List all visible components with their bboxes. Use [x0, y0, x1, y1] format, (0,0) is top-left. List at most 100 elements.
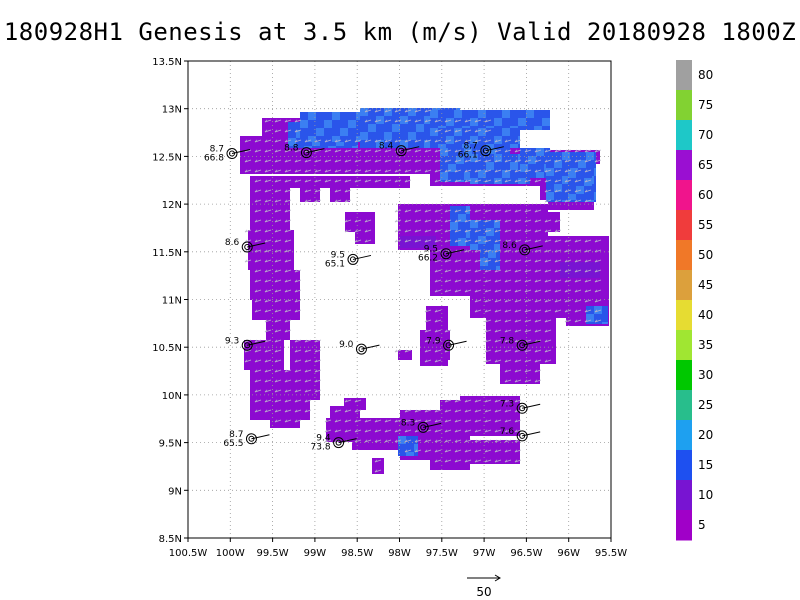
station-label: 9.0: [339, 340, 354, 350]
station-marker: 8.765.5: [223, 430, 270, 449]
lat-tick-label: 8.5N: [159, 534, 182, 545]
colorbar-segment: [676, 150, 692, 181]
lon-tick-label: 98W: [388, 548, 411, 559]
station-label: 8.6: [225, 238, 240, 248]
station-label: 8.6: [502, 241, 517, 251]
colorbar-label: 55: [698, 218, 713, 232]
vector-scale-label: 50: [476, 585, 491, 599]
station-label: 65.1: [325, 259, 345, 269]
latitude-ticks: 8.5N 9N 9.5N 10N 10.5N 11N 11.5N 12N 12.5N 13N 13.…: [152, 57, 188, 545]
station-label: 9.5: [424, 245, 438, 255]
colorbar-segment: [676, 450, 692, 481]
colorbar-segment: [676, 330, 692, 361]
station-marker: 9.0: [339, 340, 380, 355]
lat-tick-label: 11.5N: [152, 248, 182, 259]
lat-tick-label: 9.5N: [159, 439, 182, 450]
station-label: 9.5: [331, 250, 345, 260]
lat-tick-label: 12N: [162, 200, 182, 211]
station-label: 66.8: [204, 154, 224, 164]
colorbar-label: 50: [698, 248, 713, 262]
lon-tick-label: 96W: [557, 548, 580, 559]
colorbar-segment: [676, 180, 692, 211]
colorbar-label: 35: [698, 338, 713, 352]
station-marker: 8.766.8: [204, 145, 251, 164]
lon-tick-label: 96.5W: [510, 548, 542, 559]
colorbar-label: 5: [698, 518, 706, 532]
chart-title: 180928H1 Genesis at 3.5 km (m/s) Valid 2…: [3, 18, 797, 46]
station-marker: 8.6: [225, 238, 266, 253]
colorbar-segment: [676, 390, 692, 421]
vector-scale: 50: [467, 574, 501, 599]
station-label: 73.8: [311, 443, 331, 453]
lon-tick-label: 95.5W: [595, 548, 627, 559]
station-label: 8.7: [229, 430, 243, 440]
colorbar-label: 30: [698, 368, 713, 382]
colorbar-label: 80: [698, 68, 713, 82]
station-marker: 9.565.1: [325, 250, 372, 269]
station-marker: 7.9: [426, 336, 467, 351]
station-label: 9.4: [316, 434, 331, 444]
lat-tick-label: 13.5N: [152, 57, 182, 68]
station-marker: 7.6: [500, 427, 541, 442]
station-label: 65.5: [223, 439, 243, 449]
station-label: 8.4: [379, 142, 394, 152]
colorbar-label: 65: [698, 158, 713, 172]
station-label: 9.3: [225, 336, 239, 346]
station-marker: 8.3: [401, 418, 442, 433]
colorbar-label: 15: [698, 458, 713, 472]
station-label: 7.9: [426, 336, 441, 346]
lon-tick-label: 100.5W: [169, 548, 208, 559]
lat-tick-label: 12.5N: [152, 152, 182, 163]
station-marker: 9.566.2: [418, 245, 465, 264]
station-label: 7.8: [500, 336, 515, 346]
station-marker: 9.473.8: [311, 434, 357, 453]
colorbar-label: 40: [698, 308, 713, 322]
station-label: 8.7: [210, 145, 224, 155]
colorbar-segment: [676, 510, 692, 541]
lat-lon-grid: [188, 61, 611, 538]
colorbar-label: 75: [698, 98, 713, 112]
wind-speed-shading: [240, 108, 609, 474]
colorbar-segment: [676, 420, 692, 451]
station-marker: 8.6: [502, 241, 543, 256]
station-label: 8.8: [284, 144, 299, 154]
lat-tick-label: 10.5N: [152, 343, 182, 354]
colorbar-segment: [676, 300, 692, 331]
lat-tick-label: 10N: [162, 391, 182, 402]
colorbar-label: 70: [698, 128, 713, 142]
colorbar-segment: [676, 240, 692, 271]
station-marker: 7.3: [500, 399, 541, 414]
lon-tick-label: 99.5W: [257, 548, 289, 559]
lon-tick-label: 97W: [473, 548, 496, 559]
colorbar-segment: [676, 60, 692, 91]
lat-tick-label: 11N: [162, 296, 182, 307]
station-marker: 8.766.1: [458, 142, 504, 161]
lon-tick-label: 98.5W: [341, 548, 373, 559]
station-label: 8.3: [401, 418, 415, 428]
longitude-ticks: 100.5W 100W 99.5W 99W 98.5W 98W 97.5W 97W 96.5W 9…: [169, 538, 627, 559]
station-label: 66.1: [458, 151, 478, 161]
colorbar-segment: [676, 360, 692, 391]
lat-tick-label: 13N: [162, 105, 182, 116]
station-marker: 8.4: [379, 142, 420, 157]
lon-tick-label: 100W: [216, 548, 245, 559]
observation-stations: 8.766.88.8 8.4 8.766.18.69.565.19.566.28.6…: [204, 142, 543, 453]
station-marker: 8.8: [284, 144, 325, 159]
station-marker: 7.8: [500, 336, 541, 351]
lon-tick-label: 99W: [304, 548, 327, 559]
colorbar-label: 20: [698, 428, 713, 442]
colorbar-label: 10: [698, 488, 713, 502]
lat-tick-label: 9N: [168, 486, 182, 497]
colorbar-segment: [676, 480, 692, 511]
station-label: 7.6: [500, 427, 515, 437]
colorbar-segment: [676, 120, 692, 151]
colorbar-segment: [676, 270, 692, 301]
station-label: 8.7: [463, 142, 477, 152]
colorbar-segment: [676, 210, 692, 241]
colorbar-label: 45: [698, 278, 713, 292]
station-marker: 9.3: [225, 336, 266, 351]
colorbar: 80 75 70 65 60 55 50 45 40 35 30 25 20 15 10 5: [676, 60, 713, 541]
lon-tick-label: 97.5W: [426, 548, 458, 559]
colorbar-segment: [676, 90, 692, 121]
